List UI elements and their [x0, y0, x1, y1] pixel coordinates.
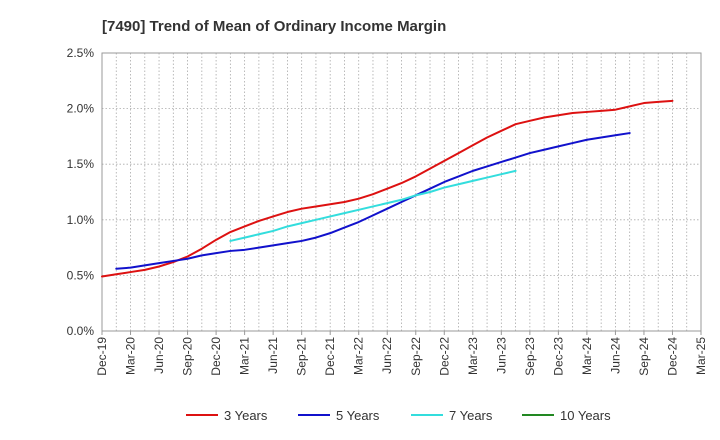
series-line-3-years	[101, 99, 674, 278]
x-tick-label: Jun-24	[608, 337, 622, 374]
series-line-7-years	[229, 169, 517, 242]
legend: 3 Years 5 Years 7 Years 10 Years	[186, 408, 611, 423]
x-axis: Dec-19 Mar-20 Jun-20 Sep-20 Dec-20 Mar-21 Jun-…	[95, 331, 708, 376]
y-tick-label: 1.0%	[67, 213, 95, 227]
plot-frame	[101, 52, 702, 332]
y-tick-label: 0.0%	[67, 324, 95, 338]
y-tick-label: 1.5%	[67, 157, 95, 171]
x-tick-label: Jun-20	[152, 337, 166, 374]
x-tick-label: Sep-24	[637, 337, 651, 376]
grid	[102, 53, 701, 331]
y-axis: 0.0% 0.5% 1.0% 1.5% 2.0% 2.5%	[67, 46, 95, 338]
x-tick-label: Mar-20	[124, 337, 138, 375]
chart-title: [7490] Trend of Mean of Ordinary Income …	[102, 18, 446, 35]
x-tick-label: Jun-21	[266, 337, 280, 374]
x-tick-label: Dec-21	[323, 337, 337, 376]
y-tick-label: 2.5%	[67, 46, 95, 60]
x-tick-label: Mar-21	[238, 337, 252, 375]
series-lines	[101, 99, 674, 278]
x-tick-label: Mar-25	[694, 337, 708, 375]
x-tick-label: Dec-20	[209, 337, 223, 376]
x-tick-label: Sep-22	[409, 337, 423, 376]
y-tick-label: 0.5%	[67, 268, 95, 282]
x-tick-label: Sep-23	[523, 337, 537, 376]
x-tick-label: Dec-19	[95, 337, 109, 376]
x-tick-label: Sep-21	[295, 337, 309, 376]
x-tick-label: Dec-24	[665, 337, 679, 376]
x-tick-label: Dec-23	[551, 337, 565, 376]
legend-label: 3 Years	[224, 408, 268, 423]
x-tick-label: Jun-23	[494, 337, 508, 374]
series-line-5-years	[115, 132, 631, 270]
x-tick-label: Mar-23	[466, 337, 480, 375]
legend-label: 5 Years	[336, 408, 380, 423]
x-tick-label: Mar-22	[352, 337, 366, 375]
legend-label: 10 Years	[560, 408, 611, 423]
x-tick-label: Jun-22	[380, 337, 394, 374]
x-tick-label: Mar-24	[580, 337, 594, 375]
x-tick-label: Dec-22	[437, 337, 451, 376]
y-tick-label: 2.0%	[67, 102, 95, 116]
legend-label: 7 Years	[449, 408, 493, 423]
x-tick-label: Sep-20	[181, 337, 195, 376]
